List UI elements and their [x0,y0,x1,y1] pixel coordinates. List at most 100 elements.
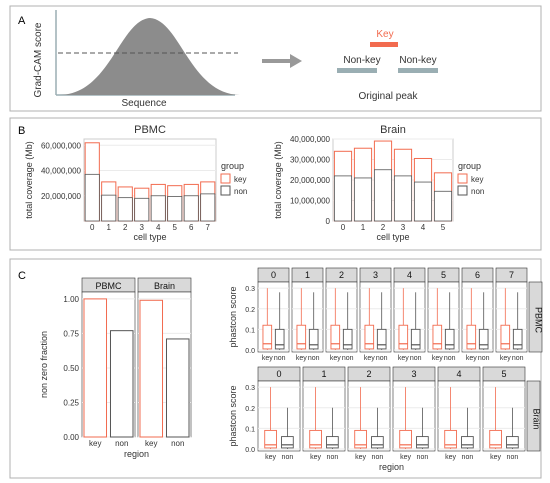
x-tick-label: key [145,439,157,448]
x-tick-label: key [262,355,273,362]
x-tick-label: key [466,355,477,362]
x-tick-label: key [89,439,101,448]
panel-c-border [9,258,542,479]
x-tick-label: 0 [90,223,95,232]
bar-non [200,193,216,222]
x-axis-label: region [379,462,404,472]
box-key [264,429,277,449]
bar-non [373,169,392,222]
box-key [354,429,367,449]
y-tick-label: 10,000,000 [290,197,331,206]
x-tick-label: 5 [173,223,178,232]
x-tick-label: non [115,439,128,448]
x-tick-label: non [462,454,474,461]
x-tick-label: key [265,454,276,461]
y-tick-label: 20,000,000 [41,192,82,201]
bar-non [333,175,352,222]
bar-non [413,181,432,222]
y-axis-label: phastcon score [228,286,238,347]
y-axis-label: total coverage (Mb) [24,141,34,219]
x-tick-label: key [445,454,456,461]
bar-non [84,173,100,222]
bar-non [167,195,183,222]
box-non [512,328,523,350]
box-non [376,328,387,350]
y-tick-label: 0.1 [245,327,255,334]
nonzero-fraction-chart: PBMC key non Brain key non 0.00 0.25 0.50 0.75 1.0… [39,277,192,459]
row-strip [526,380,541,452]
x-tick-label: non [372,454,384,461]
y-tick-label: 0.75 [63,329,79,338]
box-non [410,328,421,350]
x-tick-label: key [500,355,511,362]
facet-strip-label: 5 [501,369,506,379]
key-segment [370,42,398,47]
key-label: Key [376,29,393,40]
x-tick-label: non [171,439,184,448]
facet-strip-label: 4 [407,270,412,280]
box-key [330,324,341,350]
arrow-icon [290,54,302,68]
grad-cam-ylabel: Grad-CAM score [33,22,44,97]
bar-key [83,298,108,438]
bar-non [433,190,452,222]
row-strip-label: Brain [532,408,542,429]
x-tick-label: 1 [107,223,112,232]
box-key [500,324,511,350]
facet-strip-label: 3 [411,369,416,379]
box-key [466,324,477,350]
facet-strip-label: 2 [366,369,371,379]
x-tick-label: non [376,355,388,362]
legend-title: group [221,161,244,171]
box-non [274,328,285,350]
bar-non [353,177,372,222]
x-tick-label: 0 [341,223,346,232]
y-tick-label: 0 [326,217,331,226]
y-tick-label: 30,000,000 [290,156,331,165]
chart-title: Brain [380,124,406,136]
box-non [342,328,353,350]
bar-non [101,194,117,222]
x-tick-label: non [308,355,320,362]
box-non [444,328,455,350]
box-key [262,324,273,350]
row-strip-label: PBMC [534,307,544,334]
x-tick-label: non [342,355,354,362]
x-tick-label: 4 [421,223,426,232]
panel-a-label: A [18,15,26,27]
panel-b-label: B [18,125,25,137]
x-tick-label: 3 [140,223,145,232]
x-tick-label: 5 [441,223,446,232]
bar-non [134,197,150,222]
facet-strip-label: 2 [339,270,344,280]
box-key [432,324,443,350]
y-tick-label: 0.25 [63,398,79,407]
box-key [489,429,502,449]
y-tick-label: 0.00 [63,433,79,442]
facet-strip-label: PBMC [95,281,122,291]
legend-label-non: non [471,187,484,196]
grad-cam-curve [60,18,240,95]
y-tick-label: 0.3 [245,286,255,293]
legend-swatch-key [220,173,231,184]
x-axis-label: cell type [376,232,409,242]
bar-non [393,175,412,222]
x-tick-label: key [364,355,375,362]
box-non [326,436,339,449]
y-tick-label: 40,000,000 [290,135,331,144]
x-tick-label: non [478,355,490,362]
y-tick-label: 0.3 [245,385,255,392]
x-axis-label: cell type [133,232,166,242]
x-tick-label: key [310,454,321,461]
facet-strip-label: 7 [509,270,514,280]
legend-swatch-non [220,185,231,196]
x-tick-label: non [507,454,519,461]
row-strip [528,281,543,353]
x-tick-label: key [355,454,366,461]
box-key [309,429,322,449]
bar-non [109,330,134,438]
nonkey-right-label: Non-key [399,55,436,66]
nonkey-right-segment [398,68,438,73]
